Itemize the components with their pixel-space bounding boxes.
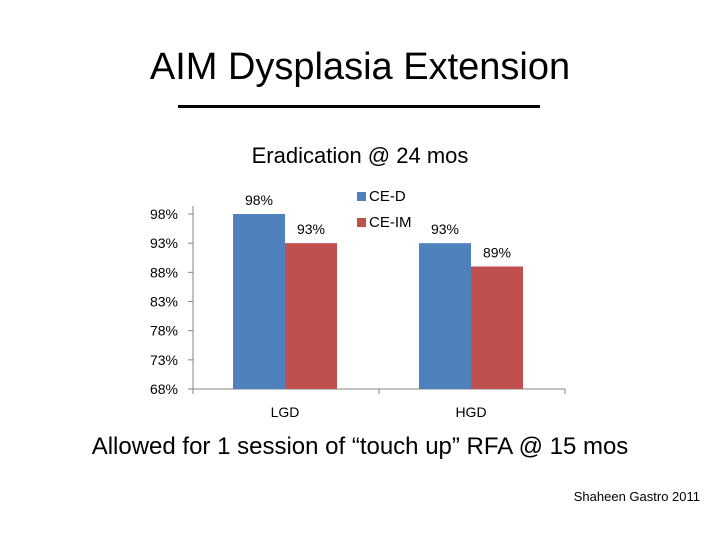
bar-lgd-ce-d bbox=[233, 214, 285, 389]
data-label: 89% bbox=[483, 245, 511, 261]
bar-lgd-ce-im bbox=[285, 243, 337, 389]
legend-label: CE-D bbox=[369, 188, 406, 205]
title-underline bbox=[178, 105, 540, 108]
x-category-label: LGD bbox=[271, 404, 300, 420]
legend-swatch-ce-im bbox=[357, 218, 366, 227]
y-tick-label: 98% bbox=[150, 206, 178, 222]
source-credit: Shaheen Gastro 2011 bbox=[573, 489, 700, 504]
bar-hgd-ce-im bbox=[471, 266, 523, 389]
footnote: Allowed for 1 session of “touch up” RFA … bbox=[91, 433, 629, 460]
y-tick-label: 88% bbox=[150, 264, 178, 280]
bar-hgd-ce-d bbox=[419, 243, 471, 389]
data-label: 93% bbox=[297, 221, 325, 237]
slide-title: AIM Dysplasia Extension bbox=[149, 46, 571, 88]
legend-swatch-ce-d bbox=[357, 192, 366, 201]
chart-title: Eradication @ 24 mos bbox=[252, 143, 469, 168]
y-tick-label: 68% bbox=[150, 381, 178, 397]
legend-label: CE-IM bbox=[369, 214, 412, 231]
data-label: 93% bbox=[431, 221, 459, 237]
y-tick-label: 93% bbox=[150, 235, 178, 251]
data-label: 98% bbox=[245, 192, 273, 208]
y-tick-label: 78% bbox=[150, 323, 178, 339]
x-category-label: HGD bbox=[455, 404, 486, 420]
eradication-bar-chart: Eradication @ 24 mos 68% 73% 78% 83% 88% 93% 98… bbox=[150, 143, 566, 420]
y-tick-label: 83% bbox=[150, 294, 178, 310]
y-tick-label: 73% bbox=[150, 352, 178, 368]
